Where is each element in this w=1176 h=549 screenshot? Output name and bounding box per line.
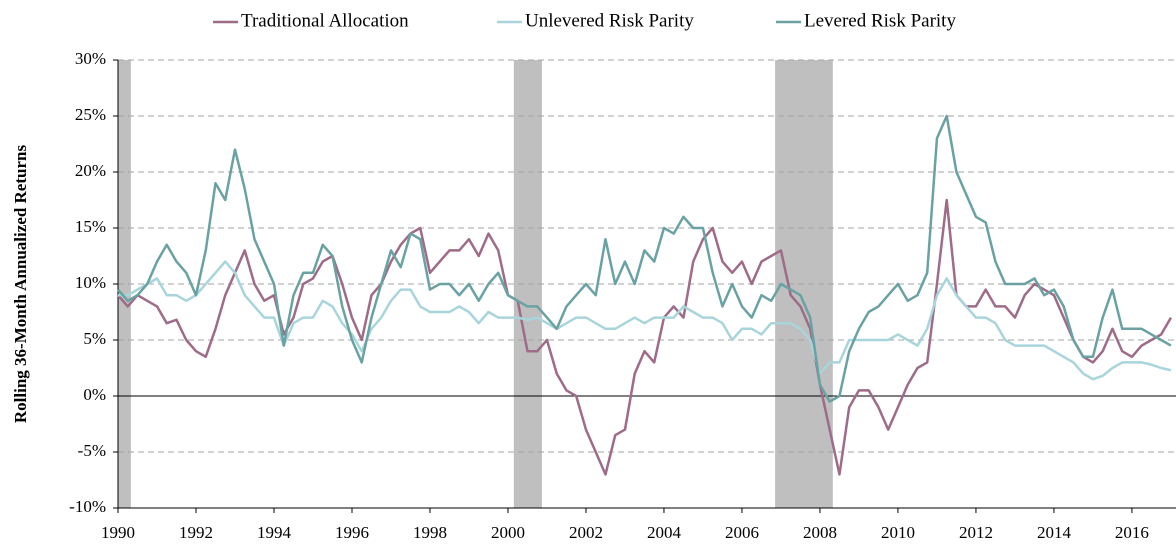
y-tick-label: 20% bbox=[75, 161, 106, 180]
x-tick-label: 2004 bbox=[647, 523, 682, 542]
y-tick-label: 25% bbox=[75, 105, 106, 124]
x-tick-label: 1998 bbox=[413, 523, 447, 542]
series-line bbox=[118, 260, 1172, 381]
x-tick-label: 2012 bbox=[959, 523, 993, 542]
y-tick-label: 5% bbox=[83, 329, 106, 348]
series-line bbox=[117, 198, 1173, 476]
x-tick-label: 2016 bbox=[1115, 523, 1149, 542]
x-tick-label: 2014 bbox=[1037, 523, 1072, 542]
x-tick-label: 2006 bbox=[725, 523, 759, 542]
x-tick-label: 2000 bbox=[491, 523, 525, 542]
x-tick-label: 1994 bbox=[257, 523, 292, 542]
legend-label: Unlevered Risk Parity bbox=[525, 10, 694, 31]
x-tick-label: 2002 bbox=[569, 523, 603, 542]
x-tick-label: 1990 bbox=[101, 523, 135, 542]
legend-label: Levered Risk Parity bbox=[804, 10, 956, 31]
y-tick-label: 30% bbox=[75, 49, 106, 68]
x-tick-label: 1992 bbox=[179, 523, 213, 542]
y-tick-label: -10% bbox=[69, 497, 106, 516]
legend-label: Traditional Allocation bbox=[241, 10, 409, 31]
y-axis-label: Rolling 36-Month Annualized Returns bbox=[11, 145, 30, 424]
x-tick-label: 1996 bbox=[335, 523, 369, 542]
y-tick-label: 15% bbox=[75, 217, 106, 236]
x-tick-label: 2008 bbox=[803, 523, 837, 542]
y-tick-label: 10% bbox=[75, 273, 106, 292]
series-line bbox=[117, 114, 1172, 403]
y-tick-label: -5% bbox=[78, 441, 106, 460]
y-tick-label: 0% bbox=[83, 385, 106, 404]
x-tick-label: 2010 bbox=[881, 523, 915, 542]
